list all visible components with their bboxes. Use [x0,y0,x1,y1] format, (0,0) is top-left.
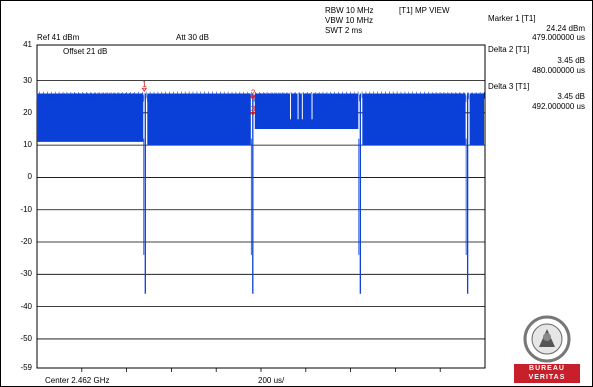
y-axis-label: 10 [23,140,32,150]
time-per-division-label: 200 us/ [258,376,285,385]
y-axis-label: 41 [23,40,32,49]
rbw-label: RBW 10 MHz [325,6,374,15]
marker-layer: 1 2 3 [141,80,256,117]
delta2-time: 480.000000 us [532,66,585,75]
marker-label: 3 [251,104,256,113]
y-axis-label: 0 [27,172,32,182]
y-axis-label: -20 [20,237,32,247]
y-axis-label: -50 [20,333,32,343]
marker1-level: 24.24 dBm [546,24,585,33]
marker-label: 1 [142,80,147,89]
y-axis-label: -59 [20,363,32,372]
bureau-veritas-logo [523,315,571,363]
delta2-level: 3.45 dB [557,56,585,65]
center-frequency-label: Center 2.462 GHz [45,376,110,385]
marker1-title: Marker 1 [T1] [488,14,536,23]
trace-1 [36,91,485,294]
y-axis-label: -40 [20,301,32,311]
trace-mode-label: [T1] MP VIEW [399,6,450,15]
logo-text-veritas: VERITAS [528,374,566,381]
trace-bursts [37,93,484,146]
delta3-time: 492.000000 us [532,102,585,111]
y-axis-label: 20 [23,107,32,117]
marker-symbol [250,95,256,101]
y-axis-label: -30 [20,269,32,279]
vbw-label: VBW 10 MHz [325,16,374,25]
ref-level-label: Ref 41 dBm [37,33,80,42]
marker-symbol [141,87,148,92]
delta3-title: Delta 3 [T1] [488,82,530,91]
swt-label: SWT 2 ms [325,26,363,35]
bureau-veritas-logo-band: BUREAU VERITAS [514,364,580,383]
y-axis-label: 30 [23,75,32,85]
marker1-time: 479.000000 us [532,33,585,42]
logo-text-bureau: BUREAU [529,365,565,372]
y-axis-label: -10 [20,204,32,214]
attenuation-label: Att 30 dB [176,33,209,42]
marker-label: 2 [251,88,256,97]
delta3-level: 3.45 dB [557,92,585,101]
offset-label: Offset 21 dB [63,47,108,56]
delta2-title: Delta 2 [T1] [488,45,530,54]
marker-symbol [250,112,256,117]
